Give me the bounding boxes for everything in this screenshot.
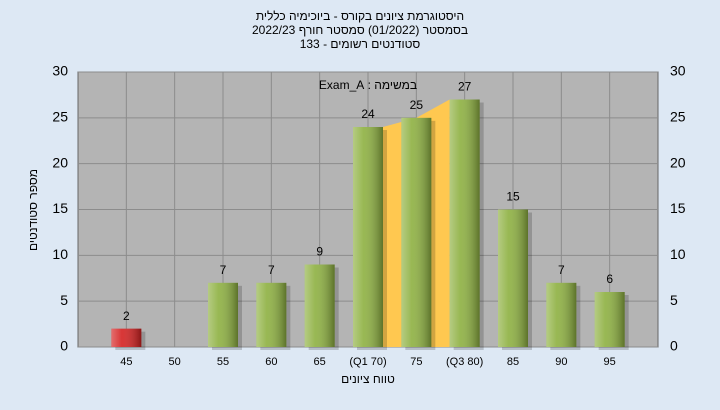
x-tick-label: (Q1 70) [349,356,386,368]
x-tick-label: 85 [507,356,519,368]
y-tick-label: 5 [60,292,68,308]
bar-shading [353,127,383,347]
y-tick-label: 20 [52,154,68,170]
data-label: 6 [606,272,613,286]
x-tick-label: 50 [169,356,181,368]
x-tick-label: (Q3 80) [446,356,483,368]
y2-tick-label: 10 [670,246,686,262]
bar-shading [449,99,480,347]
y-axis-label: מספר סטודנטים [26,169,40,251]
bar-shading [594,292,625,347]
data-label: 9 [316,245,323,259]
data-label: 7 [268,263,275,277]
bar-shading [111,328,142,347]
x-tick-label: 60 [265,356,277,368]
bar-shading [401,117,432,347]
x-tick-label: 65 [314,356,326,368]
y2-tick-label: 30 [670,63,686,79]
bar-shading [546,282,577,347]
y-tick-label: 30 [52,63,68,79]
annotation: במשימה : Exam_A [319,78,417,92]
title-line: היסטוגרמת ציונים בקורס - ביוכימיה כללית [256,9,464,23]
y2-tick-label: 5 [670,292,678,308]
x-axis-label: טווח ציונים [341,372,395,386]
data-label: 24 [361,107,375,121]
x-tick-label: 90 [555,356,567,368]
y2-tick-label: 25 [670,109,686,125]
data-label: 2 [123,309,130,323]
y2-tick-label: 0 [670,338,678,354]
bar-shading [256,282,287,347]
y-tick-label: 10 [52,246,68,262]
y-tick-label: 15 [52,200,68,216]
x-tick-label: 45 [120,356,132,368]
y2-tick-label: 15 [670,200,686,216]
bar-shading [498,209,528,347]
data-label: 15 [506,190,520,204]
y2-tick-label: 20 [670,154,686,170]
x-tick-label: 95 [604,356,616,368]
data-label: 7 [558,263,565,277]
x-tick-label: 75 [410,356,422,368]
y-tick-label: 25 [52,109,68,125]
data-label: 25 [410,98,424,112]
data-label: 7 [220,263,227,277]
y-tick-label: 0 [60,338,68,354]
data-label: 27 [458,80,472,94]
bar-shading [304,264,335,347]
x-tick-label: 55 [217,356,229,368]
title-line: בסמסטר (01/2022) סמסטר חורף 2022/23 [252,23,468,37]
bar-shading [208,282,238,347]
title-line: סטודנטים רשומים - 133 [300,37,421,51]
